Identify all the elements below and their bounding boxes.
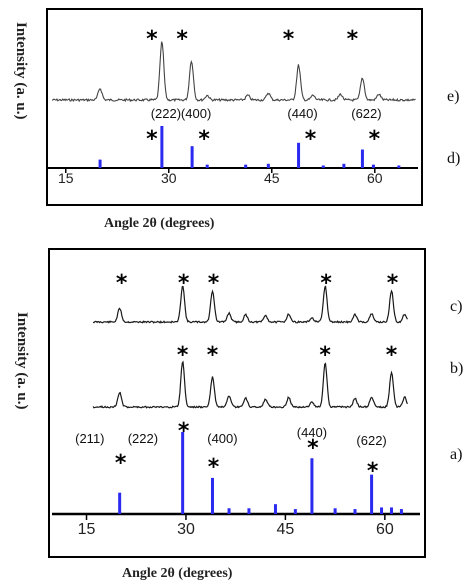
top-peak-label-2: (440) bbox=[287, 106, 317, 121]
bottom-x-tick-label-0: 15 bbox=[78, 521, 96, 538]
label-a: a) bbox=[450, 446, 463, 463]
bottom-x-axis-label: Angle 2θ (degrees) bbox=[122, 566, 233, 581]
top-panel-frame bbox=[46, 8, 423, 206]
bottom-panel-frame bbox=[48, 248, 426, 558]
spectrum-c-marker-4: * bbox=[387, 271, 399, 296]
top-spectrum-marker-1: * bbox=[176, 27, 188, 52]
spectrum-b-marker-2: * bbox=[319, 343, 331, 368]
bottom-x-tick-label-1: 30 bbox=[177, 521, 195, 538]
spectrum-c-marker-3: * bbox=[320, 271, 332, 296]
spectrum-c-marker-0: * bbox=[116, 271, 128, 296]
bottom-peak-label-0: (211) bbox=[75, 431, 104, 446]
spectrum-c-marker-1: * bbox=[178, 271, 190, 296]
top-spectrum-marker-3: * bbox=[347, 27, 359, 52]
label-e: e) bbox=[447, 88, 460, 105]
top-x-tick-label-0: 15 bbox=[58, 170, 74, 186]
top-peak-label-1: (400) bbox=[181, 106, 211, 121]
bottom-peak-label-2: (400) bbox=[207, 431, 237, 446]
top-spectrum-marker-0: * bbox=[146, 27, 158, 52]
top-reference-marker-3: * bbox=[369, 127, 381, 152]
bottom-x-tick-label-3: 60 bbox=[376, 521, 394, 538]
label-b: b) bbox=[450, 360, 464, 377]
label-c: c) bbox=[450, 298, 463, 315]
spectrum-c-line bbox=[92, 285, 408, 324]
bottom-peak-label-3: (440) bbox=[297, 425, 327, 440]
spectrum-b-line bbox=[92, 360, 408, 409]
top-x-tick-label-2: 45 bbox=[264, 170, 280, 186]
top-reference-marker-0: * bbox=[146, 127, 158, 152]
top-reference-marker-1: * bbox=[198, 127, 210, 152]
label-d: d) bbox=[447, 150, 461, 167]
spectrum-b-marker-1: * bbox=[207, 343, 219, 368]
reference-a-marker-3: * bbox=[307, 436, 319, 461]
top-peak-label-0: (222) bbox=[151, 106, 181, 121]
spectrum-b-marker-3: * bbox=[386, 343, 398, 368]
spectrum-e-line bbox=[51, 41, 416, 103]
bottom-peak-label-4: (622) bbox=[356, 433, 386, 448]
bottom-y-axis-label: Intensity (a. u.) bbox=[14, 312, 30, 410]
reference-a-marker-1: * bbox=[178, 419, 190, 444]
top-spectrum-marker-2: * bbox=[283, 27, 295, 52]
top-peak-label-3: (622) bbox=[351, 106, 381, 121]
spectrum-c-marker-2: * bbox=[208, 271, 220, 296]
bottom-x-tick-label-2: 45 bbox=[277, 521, 295, 538]
reference-a-marker-4: * bbox=[367, 459, 379, 484]
reference-a-marker-0: * bbox=[115, 451, 127, 476]
reference-a-marker-2: * bbox=[208, 455, 220, 480]
top-x-axis-label: Angle 2θ (degrees) bbox=[104, 216, 215, 231]
bottom-peak-label-1: (222) bbox=[128, 431, 158, 446]
top-x-tick-label-3: 60 bbox=[367, 170, 383, 186]
top-reference-marker-2: * bbox=[305, 127, 317, 152]
top-x-tick-label-1: 30 bbox=[161, 170, 177, 186]
spectrum-b-marker-0: * bbox=[177, 343, 189, 368]
